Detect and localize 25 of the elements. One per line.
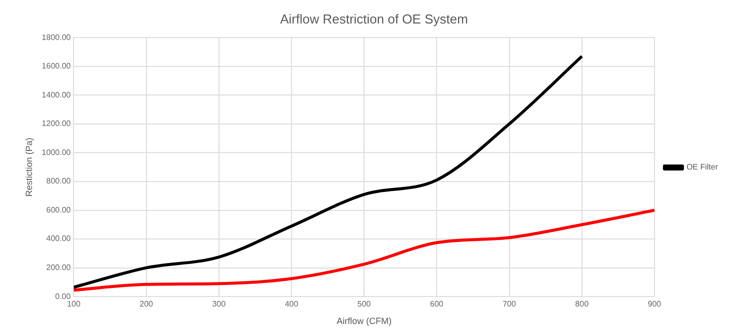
y-tick-label: 800.00: [46, 176, 72, 186]
x-tick-label: 600: [430, 300, 444, 309]
y-tick-label: 400.00: [46, 234, 72, 244]
y-tick-label: 200.00: [46, 263, 72, 272]
chart-title: Airflow Restriction of OE System: [280, 11, 468, 26]
y-tick-label: 0.00: [55, 292, 72, 301]
legend-label: OE Filter: [686, 162, 718, 172]
y-tick-label: 1000.00: [42, 148, 72, 157]
x-tick-label: 200: [140, 300, 154, 309]
x-tick-label: 100: [67, 300, 81, 309]
x-tick-label: 800: [575, 300, 590, 309]
x-tick-label: 700: [502, 300, 516, 309]
y-tick-label: 600.00: [46, 205, 72, 214]
y-tick-label: 1400.00: [42, 90, 72, 100]
x-tick-label: 900: [648, 300, 662, 309]
x-tick-label: 400: [284, 300, 299, 309]
y-tick-label: 1600.00: [42, 62, 72, 71]
y-axis-title: Restiction (Pa): [24, 138, 34, 197]
y-tick-label: 1200.00: [42, 119, 72, 128]
x-tick-label: 500: [357, 300, 372, 309]
line-series: [74, 208, 654, 292]
x-axis-title: Airflow (CFM): [336, 316, 392, 326]
line-series: [74, 54, 584, 289]
x-tick-label: 300: [212, 300, 226, 309]
y-tick-label: 1800.00: [42, 32, 72, 42]
